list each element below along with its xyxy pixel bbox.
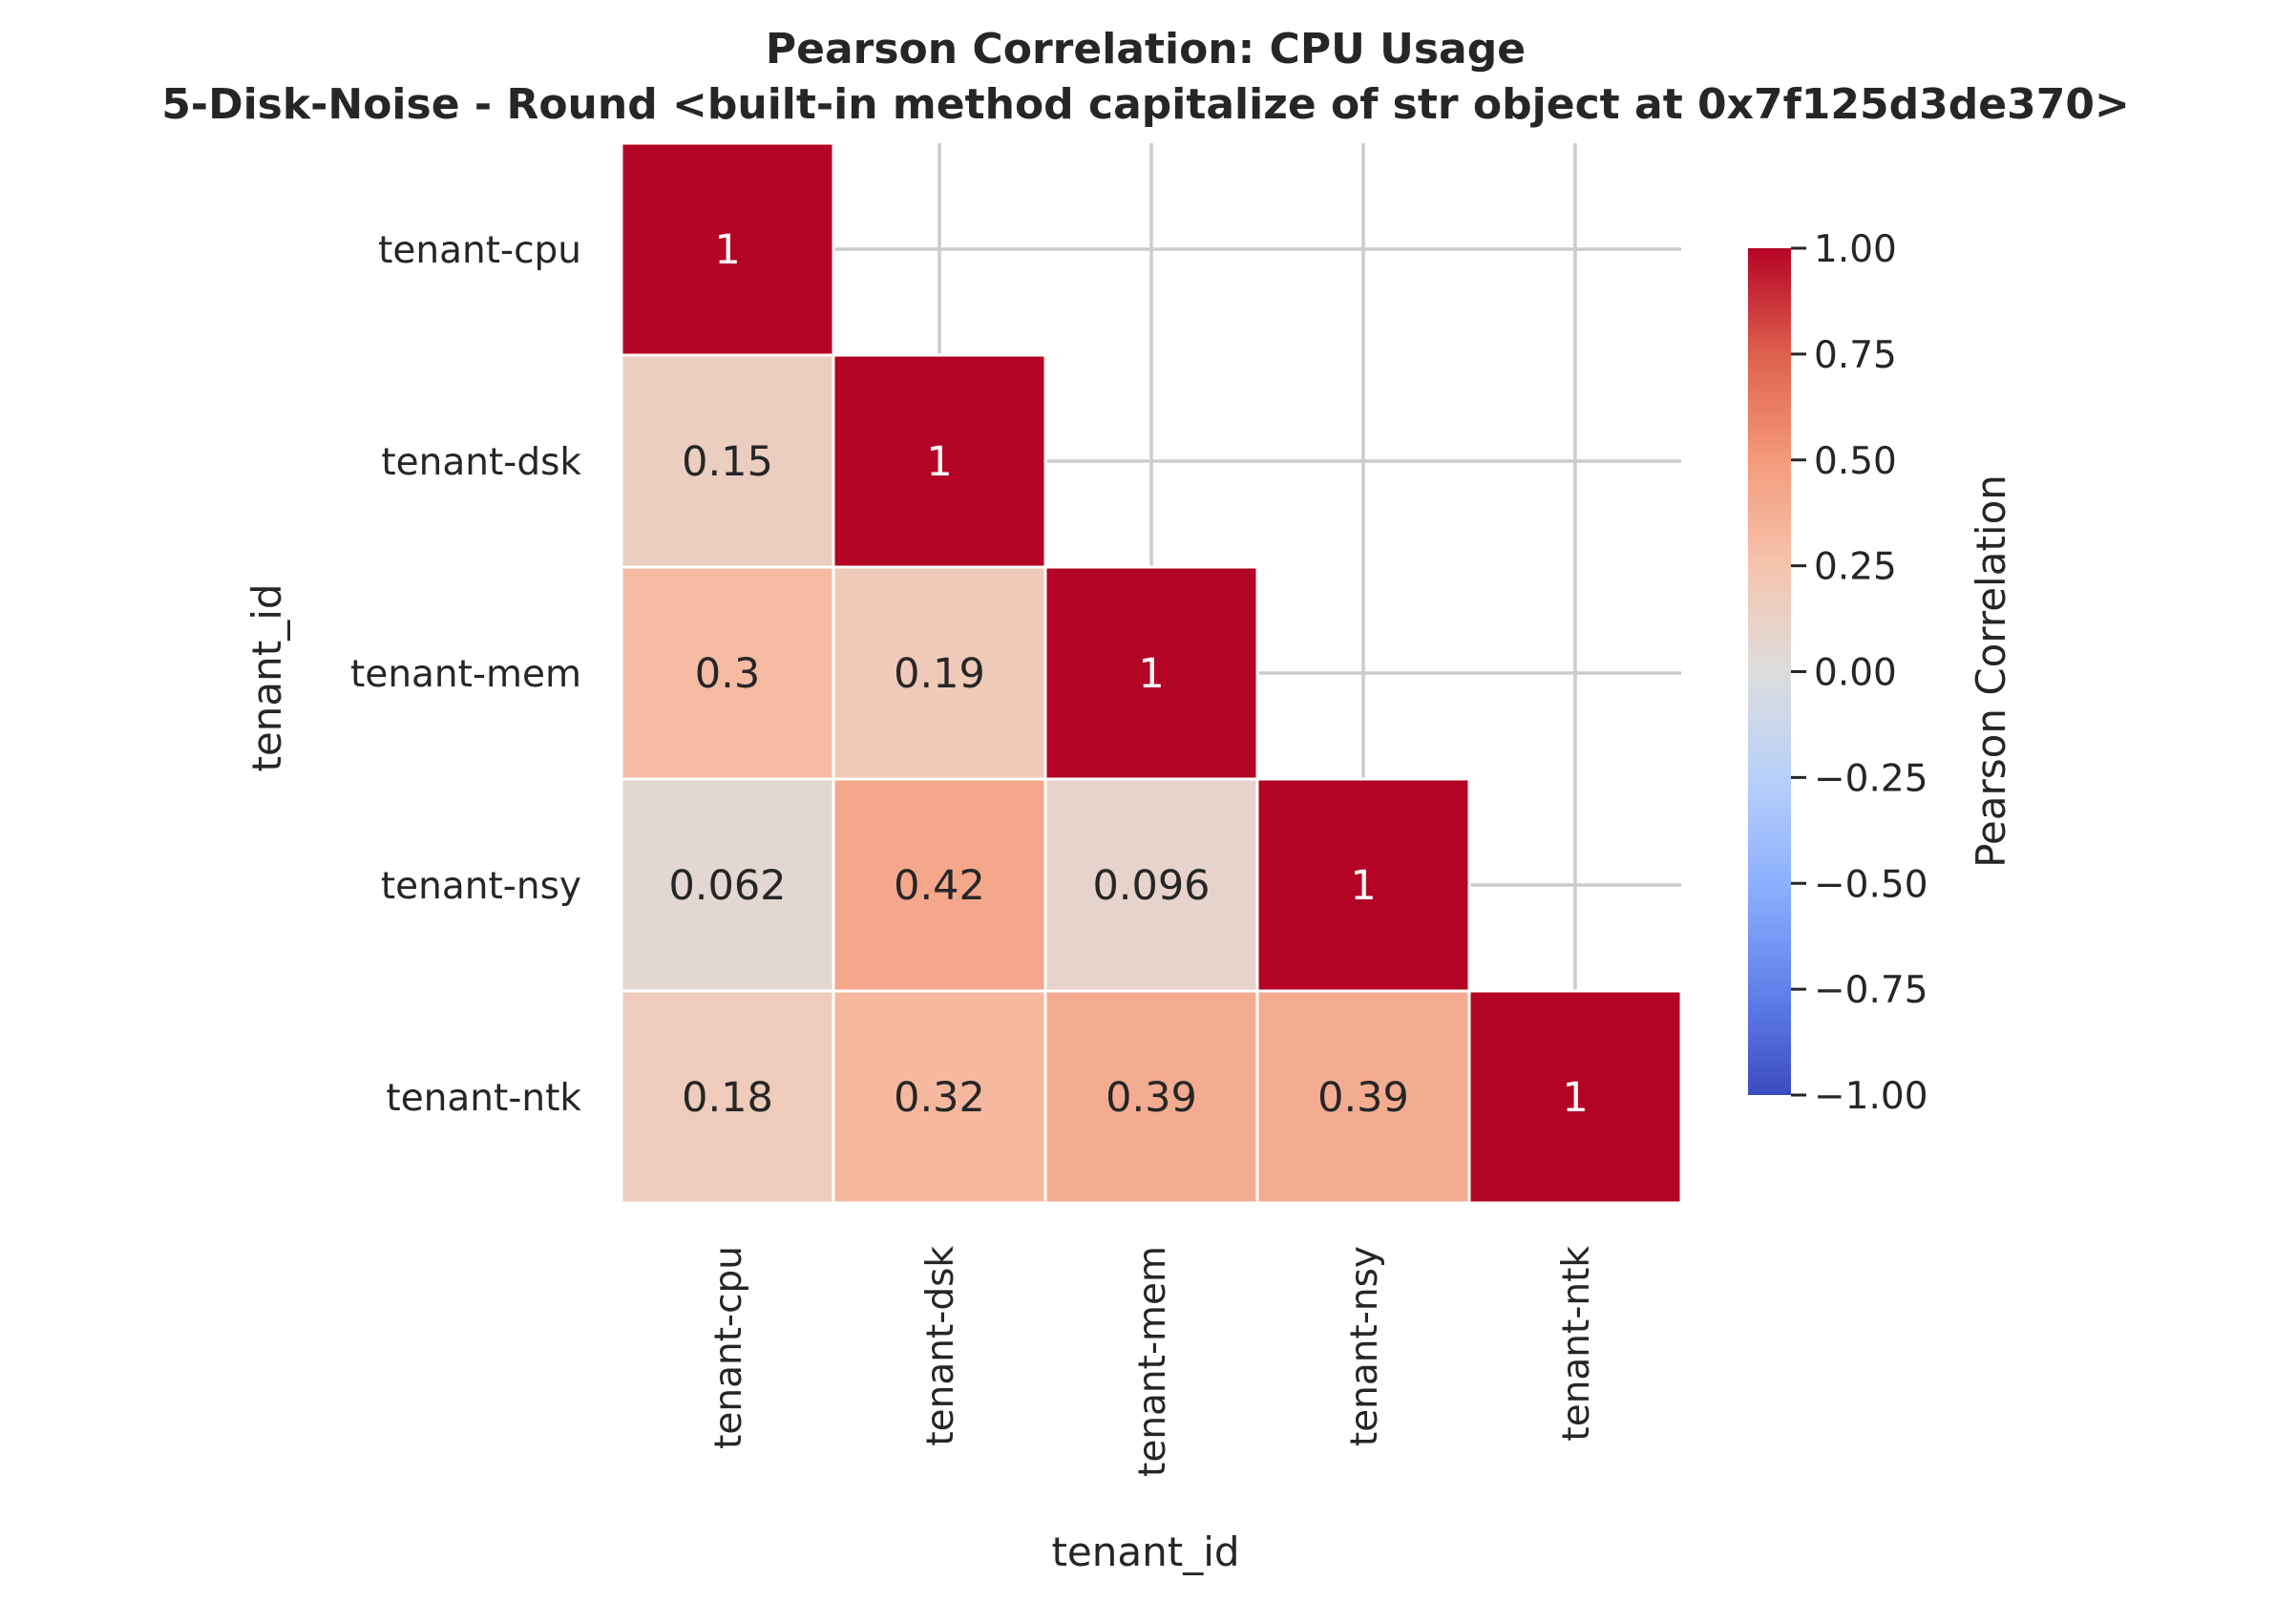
heatmap-cell [832, 565, 1047, 781]
colorbar-tick-label: 1.00 [1814, 228, 1897, 271]
cell-value-label: 1 [714, 226, 740, 274]
cell-value-label: 0.32 [894, 1074, 985, 1122]
colorbar [1748, 248, 1791, 1095]
cell-value-label: 1 [1138, 650, 1164, 698]
colorbar-tick-label: 0.50 [1814, 440, 1897, 483]
heatmap-cell [620, 777, 835, 993]
y-tick-label: tenant-nsy [381, 865, 581, 908]
heatmap-cell [1043, 989, 1259, 1205]
y-tick-label: tenant-mem [350, 653, 581, 696]
cell-value-label: 0.3 [695, 650, 760, 698]
cell-value-label: 1 [1562, 1074, 1588, 1122]
cell-value-label: 1 [1350, 862, 1376, 910]
cell-value-label: 0.096 [1092, 862, 1210, 910]
cell-value-label: 0.15 [682, 438, 773, 486]
heatmap-cell [1255, 777, 1471, 993]
colorbar-tick-label: 0.25 [1814, 546, 1897, 589]
x-tick-label: tenant-nsy [1343, 1246, 1386, 1446]
cell-value-label: 1 [926, 438, 952, 486]
x-axis-label: tenant_id [1051, 1528, 1239, 1575]
x-tick-label: tenant-cpu [707, 1246, 750, 1449]
heatmap-cell [620, 353, 835, 569]
heatmap-cell [1043, 565, 1259, 781]
y-axis-label: tenant_id [243, 583, 290, 771]
colorbar-tick-label: 0.75 [1814, 334, 1897, 377]
colorbar-label: Pearson Correlation [1968, 474, 2014, 868]
heatmap-cell [1467, 989, 1683, 1205]
cell-value-label: 0.19 [894, 650, 985, 698]
chart-title: Pearson Correlation: CPU Usage [766, 25, 1526, 74]
heatmap-cell [1043, 777, 1259, 993]
colorbar-tick-label: −0.75 [1814, 969, 1928, 1012]
cell-value-label: 0.39 [1106, 1074, 1197, 1122]
heatmap-cells: 1 0.15 1 0.3 0.19 1 0.062 0.42 0.096 1 0.18 0.32 0.3… [620, 141, 1683, 1205]
cell-value-label: 0.18 [682, 1074, 773, 1122]
heatmap-cell [1255, 989, 1471, 1205]
heatmap-cell [620, 989, 835, 1205]
x-tick-labels: tenant-cpu tenant-dsk tenant-mem tenant-nsy… [707, 1246, 1598, 1477]
chart-subtitle: 5-Disk-Noise - Round <built-in method ca… [161, 80, 2130, 129]
colorbar-tick-label: −0.50 [1814, 863, 1928, 906]
colorbar-tick-label: 0.00 [1814, 652, 1897, 695]
x-tick-label: tenant-dsk [919, 1246, 962, 1446]
heatmap-cell [832, 989, 1047, 1205]
colorbar-tick-label: −1.00 [1814, 1075, 1928, 1118]
cell-value-label: 0.42 [894, 862, 985, 910]
y-tick-label: tenant-ntk [386, 1077, 581, 1120]
heatmap-cell [620, 141, 835, 357]
cell-value-label: 0.062 [668, 862, 786, 910]
y-tick-labels: tenant-cpu tenant-dsk tenant-mem tenant-nsy… [350, 229, 581, 1120]
colorbar-ticks: 1.00 0.75 0.50 0.25 0.00 −0.25 −0.50 −0.75 −1.00 [1791, 228, 1928, 1118]
heatmap-cell [620, 565, 835, 781]
cell-value-label: 0.39 [1317, 1074, 1409, 1122]
colorbar-tick-label: −0.25 [1814, 757, 1928, 800]
y-tick-label: tenant-cpu [378, 229, 581, 272]
y-tick-label: tenant-dsk [381, 441, 581, 484]
x-tick-label: tenant-ntk [1555, 1246, 1598, 1442]
x-tick-label: tenant-mem [1131, 1246, 1174, 1477]
